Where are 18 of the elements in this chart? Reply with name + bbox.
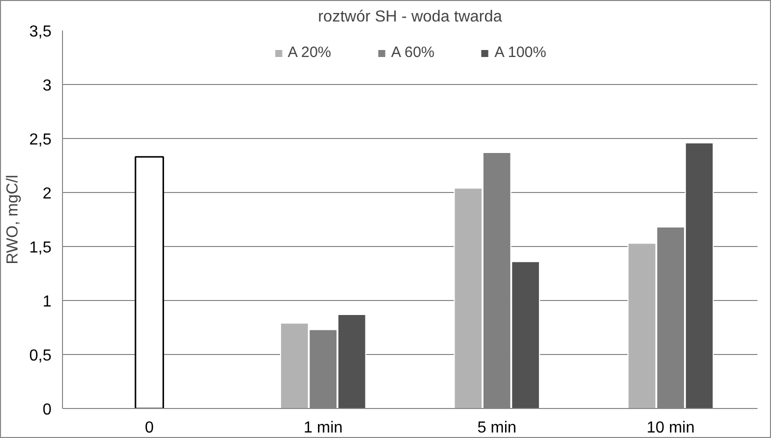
y-tick-label: 3,5	[29, 24, 52, 40]
legend-label: A 100%	[494, 44, 546, 61]
x-tick-label: 5 min	[477, 420, 516, 436]
y-tick-label: 2	[42, 186, 52, 202]
chart-title: roztwór SH - woda twarda	[318, 8, 502, 26]
legend-label: A 20%	[288, 44, 332, 61]
y-tick-label: 2,5	[29, 132, 52, 148]
y-tick-label: 0,5	[29, 348, 52, 364]
y-tick-label: 1,5	[29, 240, 52, 256]
x-tick-label: 0	[144, 420, 154, 436]
x-tick-label: 10 min	[646, 420, 695, 436]
bar	[134, 156, 164, 408]
y-tick-label: 1	[42, 294, 52, 310]
y-tick-label: 0	[42, 402, 52, 418]
legend-label: A 60%	[391, 44, 435, 61]
y-tick-label: 3	[42, 78, 52, 94]
x-tick-label: 1 min	[304, 420, 343, 436]
y-axis-title: RWO, mgC/l	[4, 174, 22, 264]
